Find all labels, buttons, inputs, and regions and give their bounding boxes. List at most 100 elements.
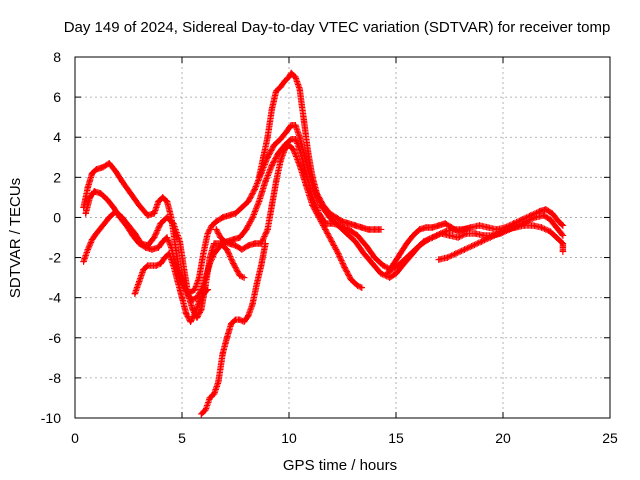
data-point bbox=[446, 232, 453, 239]
data-point bbox=[260, 154, 267, 161]
data-point bbox=[249, 300, 256, 307]
data-point bbox=[125, 222, 132, 229]
data-point bbox=[281, 146, 288, 153]
data-point bbox=[106, 160, 113, 167]
data-point bbox=[345, 226, 353, 233]
data-point bbox=[157, 220, 164, 227]
data-point bbox=[88, 236, 96, 243]
data-point bbox=[228, 320, 235, 327]
data-point bbox=[471, 230, 479, 237]
data-point bbox=[257, 240, 265, 247]
data-point bbox=[352, 238, 359, 245]
data-point bbox=[97, 190, 104, 197]
data-point bbox=[240, 318, 248, 325]
data-point bbox=[546, 228, 554, 235]
data-point bbox=[352, 222, 359, 229]
data-point bbox=[429, 224, 436, 231]
data-point bbox=[236, 272, 243, 279]
data-point bbox=[110, 204, 117, 211]
x-tick-label: 10 bbox=[281, 430, 297, 446]
data-point bbox=[238, 204, 246, 211]
data-point bbox=[88, 170, 96, 177]
series-arc-6 bbox=[213, 142, 365, 291]
data-point bbox=[157, 260, 164, 267]
series-arc-5 bbox=[198, 240, 269, 418]
data-point bbox=[429, 234, 436, 241]
data-point bbox=[91, 188, 98, 195]
data-point bbox=[112, 208, 119, 215]
data-point bbox=[264, 134, 271, 141]
data-point bbox=[144, 242, 151, 249]
data-point bbox=[320, 202, 327, 209]
data-point bbox=[386, 274, 393, 281]
data-point bbox=[268, 202, 276, 209]
data-point bbox=[559, 240, 567, 247]
data-point bbox=[138, 240, 145, 247]
data-point bbox=[155, 244, 162, 251]
data-point bbox=[332, 214, 340, 221]
data-point bbox=[392, 270, 400, 277]
data-point bbox=[322, 226, 329, 233]
data-point bbox=[420, 238, 428, 245]
data-point bbox=[245, 242, 252, 249]
data-point bbox=[495, 230, 502, 237]
data-point bbox=[435, 222, 442, 229]
data-point bbox=[369, 260, 376, 267]
data-point bbox=[204, 230, 211, 237]
data-point bbox=[461, 246, 468, 253]
x-tick-label: 0 bbox=[71, 430, 79, 446]
data-point bbox=[268, 162, 276, 169]
data-point bbox=[245, 198, 252, 205]
data-point bbox=[277, 136, 284, 143]
data-point bbox=[118, 178, 126, 185]
data-point bbox=[243, 226, 250, 233]
data-point bbox=[309, 202, 316, 209]
data-point bbox=[364, 226, 372, 233]
data-point bbox=[253, 280, 261, 287]
data-point bbox=[208, 222, 216, 229]
data-point bbox=[112, 168, 119, 175]
data-point bbox=[512, 224, 520, 231]
data-point bbox=[531, 214, 539, 221]
data-point bbox=[240, 274, 248, 281]
data-point bbox=[442, 220, 449, 227]
data-point bbox=[168, 244, 175, 251]
data-point bbox=[559, 248, 567, 255]
data-point bbox=[523, 218, 530, 225]
data-point bbox=[358, 224, 365, 231]
data-point bbox=[163, 214, 171, 221]
data-point bbox=[362, 242, 370, 249]
data-point bbox=[200, 250, 207, 257]
data-point bbox=[341, 264, 348, 271]
data-point bbox=[270, 142, 278, 149]
data-point bbox=[217, 240, 224, 247]
data-point bbox=[103, 196, 111, 203]
data-point bbox=[546, 216, 554, 223]
series-arc-7 bbox=[255, 69, 385, 233]
data-point bbox=[296, 162, 303, 169]
data-point bbox=[394, 262, 402, 269]
data-point bbox=[195, 298, 203, 305]
data-point bbox=[251, 186, 258, 193]
data-point bbox=[354, 232, 361, 239]
data-point bbox=[215, 378, 222, 386]
data-point bbox=[384, 270, 391, 277]
data-point bbox=[277, 83, 284, 91]
data-point bbox=[335, 250, 342, 257]
data-point bbox=[185, 292, 192, 299]
data-point bbox=[106, 214, 113, 221]
data-point bbox=[315, 214, 323, 221]
data-point bbox=[93, 230, 100, 237]
y-tick-label: -8 bbox=[49, 370, 62, 386]
data-point bbox=[264, 226, 271, 233]
y-axis-label: SDTVAR / TECUs bbox=[7, 178, 24, 298]
data-point bbox=[176, 238, 184, 245]
data-point bbox=[521, 222, 528, 229]
data-point bbox=[217, 234, 224, 241]
data-point bbox=[159, 238, 166, 245]
data-point bbox=[136, 278, 143, 285]
data-point bbox=[183, 310, 190, 317]
data-point bbox=[204, 286, 211, 293]
data-point bbox=[305, 150, 312, 157]
data-point bbox=[136, 202, 143, 209]
